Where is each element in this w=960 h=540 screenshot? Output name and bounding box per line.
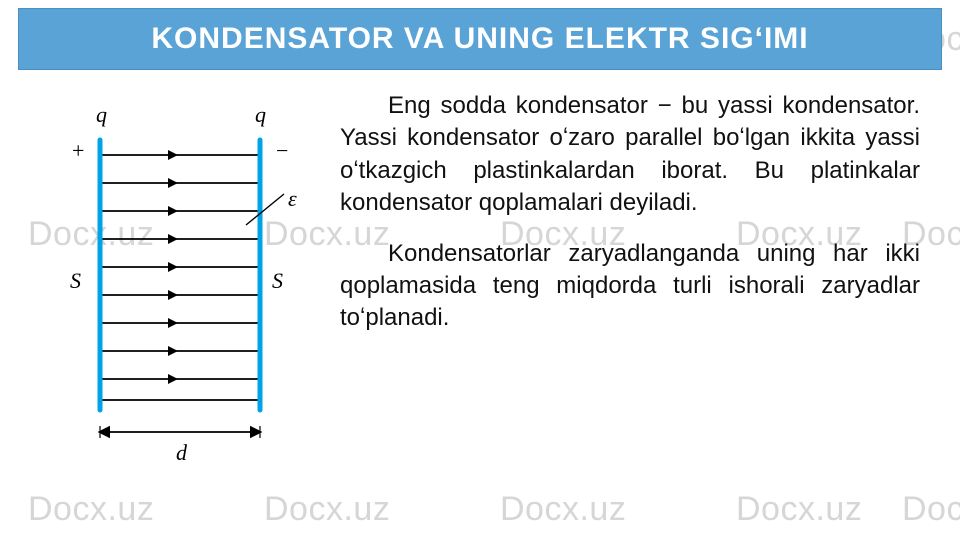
title-bar: KONDENSATOR VA UNING ELEKTR SIGʻIMI [18, 8, 942, 70]
paragraph-2: Kondensatorlar zaryadlanganda uning har … [340, 238, 920, 335]
paragraph-1: Eng sodda kondensator − bu yassi kondens… [340, 90, 920, 220]
capacitor-diagram: q q + −ε S Sd [30, 90, 330, 530]
text-area: Eng sodda kondensator − bu yassi kondens… [330, 90, 930, 530]
capacitor-svg: q q + −ε S Sd [50, 100, 310, 480]
svg-text:−: − [276, 138, 288, 163]
svg-text:q: q [255, 102, 266, 127]
svg-text:ε: ε [288, 186, 297, 211]
page-title: KONDENSATOR VA UNING ELEKTR SIGʻIMI [151, 22, 808, 56]
svg-text:d: d [176, 440, 188, 465]
svg-text:S: S [70, 268, 81, 293]
svg-text:S: S [272, 268, 283, 293]
content-area: q q + −ε S Sd Eng sodda kondensator − bu yass… [30, 90, 930, 530]
svg-text:q: q [96, 102, 107, 127]
svg-text:+: + [72, 138, 84, 163]
